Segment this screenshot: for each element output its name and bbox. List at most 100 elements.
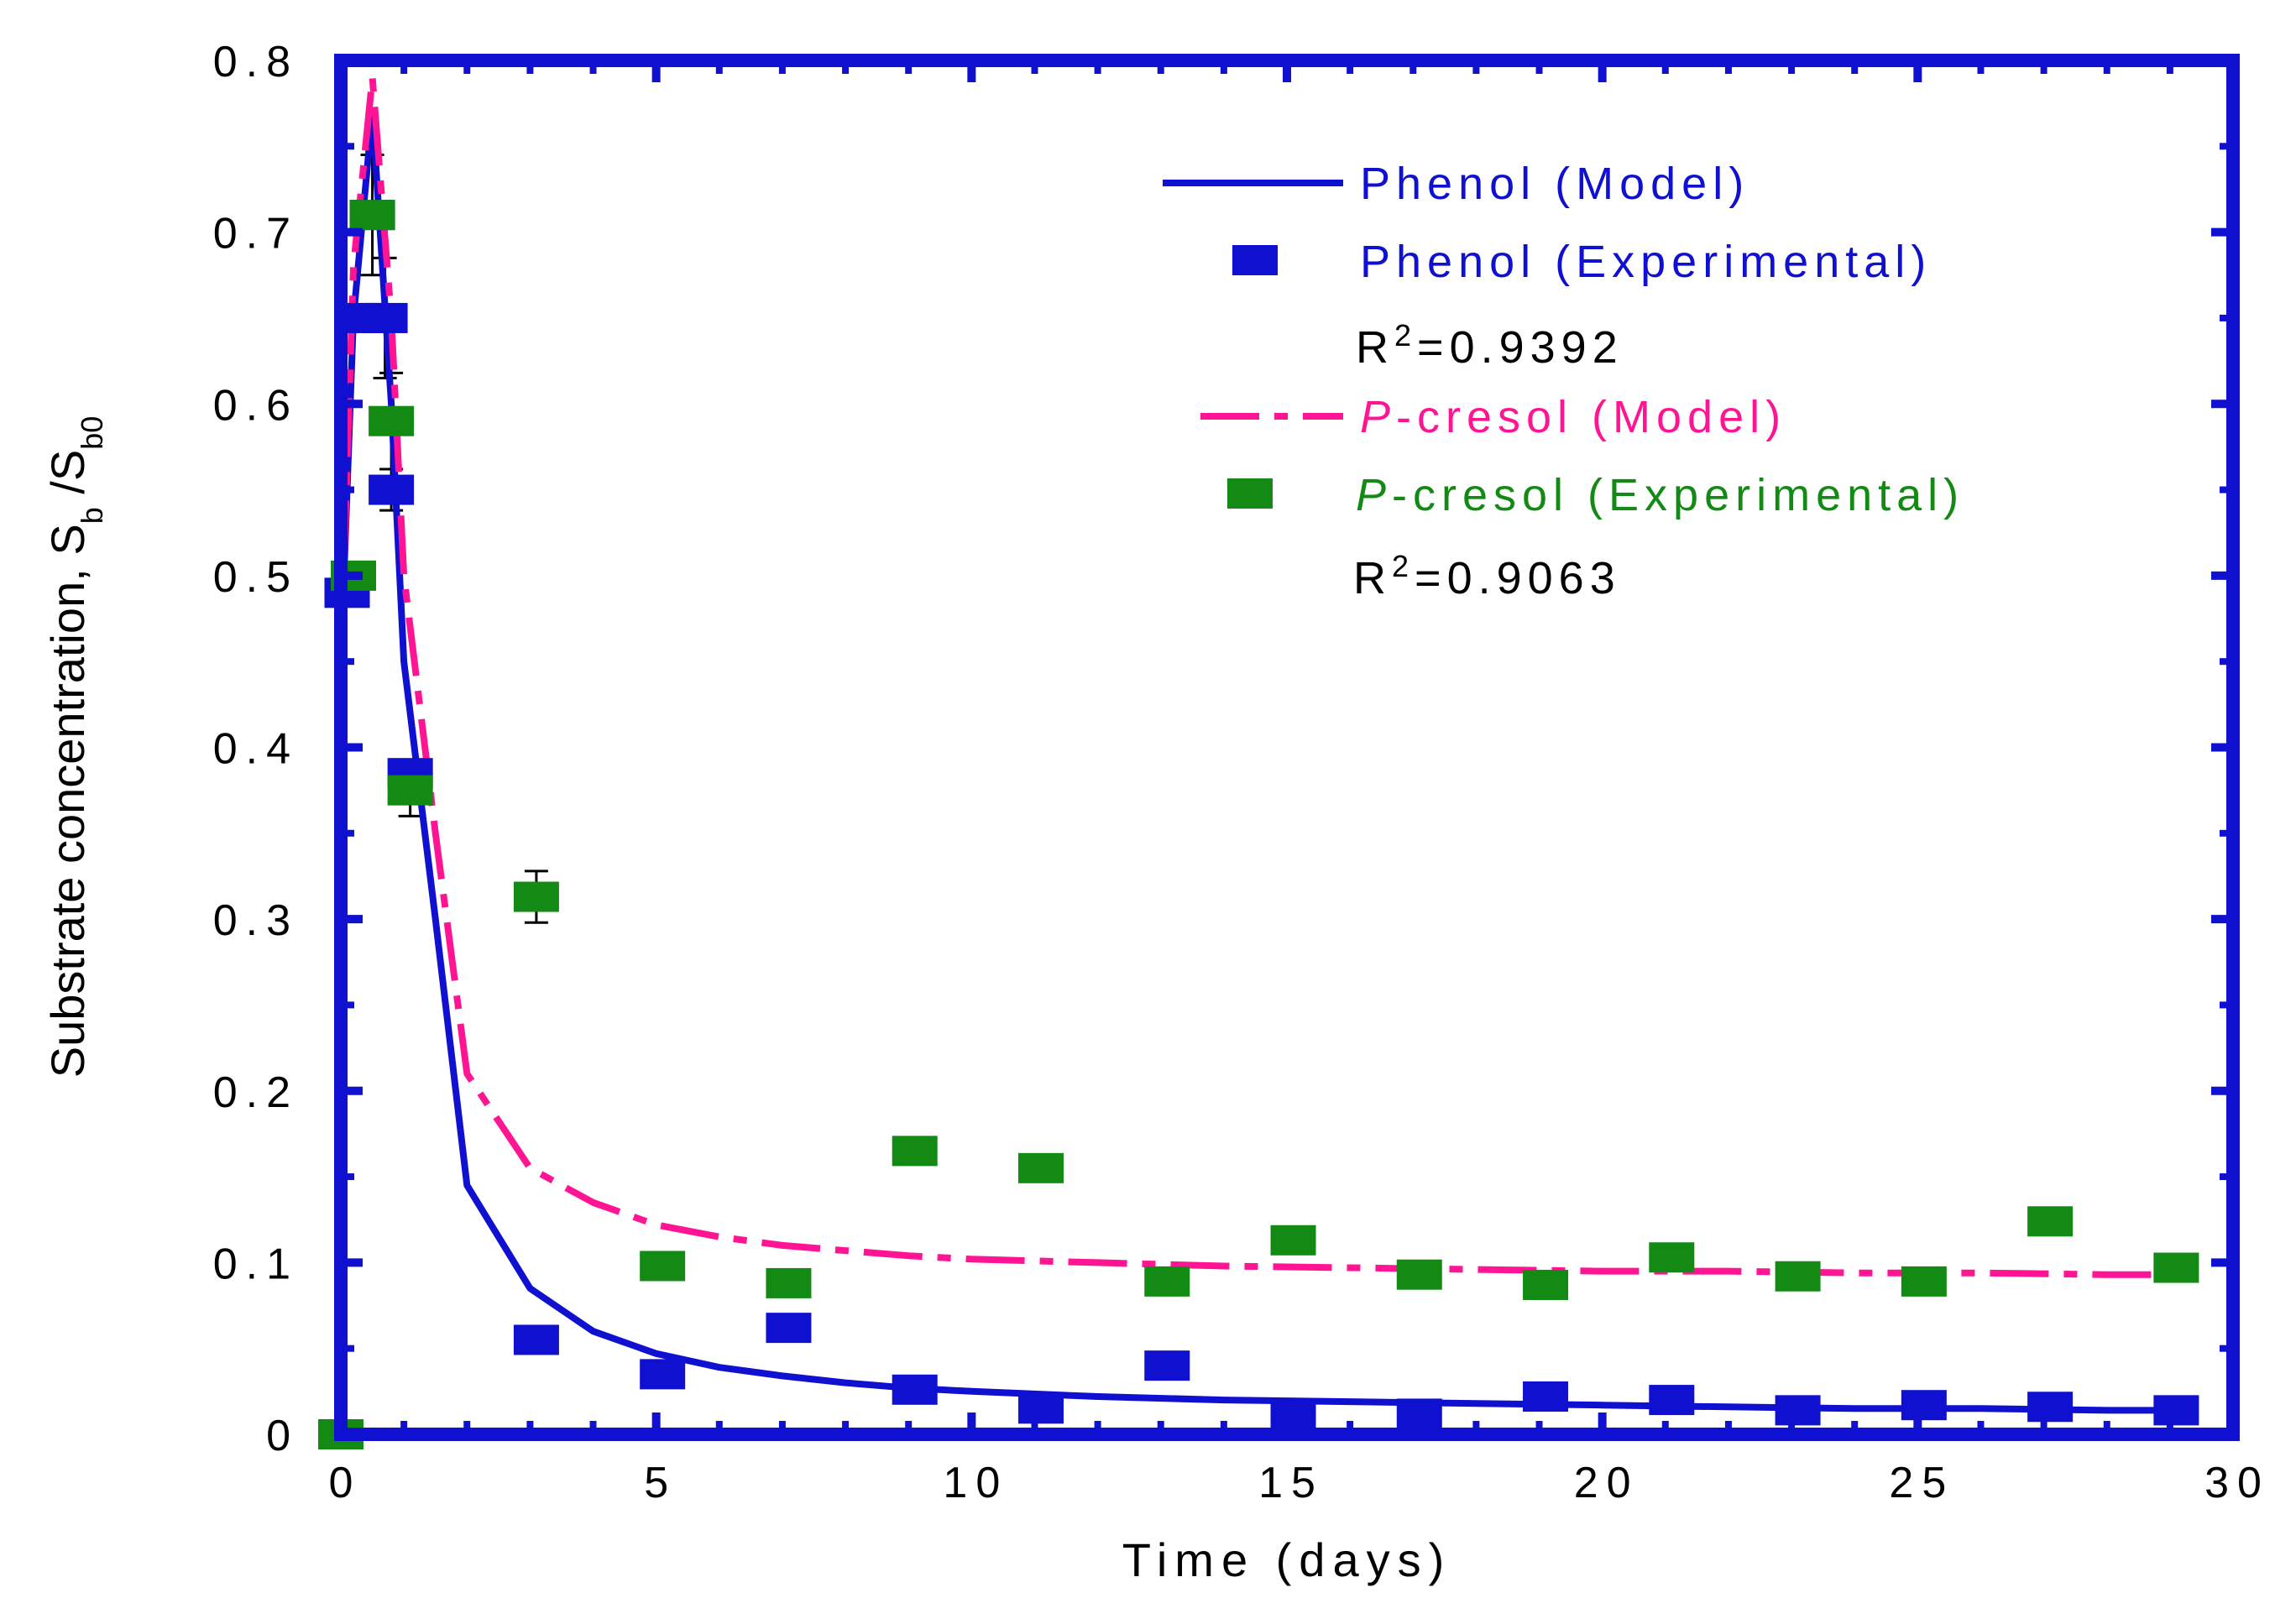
x-minor-tick-top [1851, 60, 1859, 74]
y-tick-left-0.5 [341, 571, 363, 580]
x-minor-tick-top [1347, 60, 1354, 74]
x-tick-top-30 [2229, 60, 2237, 82]
y-minor-tick-right [2220, 1345, 2233, 1352]
r2-pcresol-sup: 2 [1392, 549, 1415, 583]
x-tick-label: 30 [2204, 1459, 2270, 1507]
x-minor-tick-top [1661, 60, 1669, 74]
series-marker-1-point [2027, 1392, 2074, 1423]
series-line-2 [337, 74, 2170, 1278]
x-tick-bottom-0 [337, 1413, 345, 1434]
y-tick-left-0 [341, 1430, 363, 1439]
x-minor-tick-bottom [463, 1421, 471, 1434]
y-axis-title-main: Substrate concentration, S [41, 524, 94, 1078]
x-minor-tick-top [1031, 60, 1038, 74]
y-minor-tick-right [2220, 658, 2233, 666]
x-minor-tick-bottom [778, 1421, 786, 1434]
y-tick-right-0.1 [2211, 1258, 2233, 1267]
y-tick-label: 0.4 [213, 725, 299, 774]
legend: Phenol (Model) Phenol (Experimental) R2=… [1163, 159, 1959, 603]
x-minor-tick-bottom [2103, 1421, 2110, 1434]
series-marker-3-point [1901, 1266, 1947, 1297]
x-tick-bottom-10 [967, 1413, 976, 1434]
series-marker-1-point [1396, 1398, 1442, 1429]
legend-pcresol-exp-italic: P [1356, 470, 1392, 520]
x-minor-tick-bottom [1220, 1421, 1227, 1434]
x-tick-label: 0 [329, 1459, 362, 1507]
x-minor-tick-bottom [1724, 1421, 1732, 1434]
x-minor-tick-top [1220, 60, 1227, 74]
x-minor-tick-bottom [526, 1421, 534, 1434]
y-tick-right-0.3 [2211, 915, 2233, 924]
legend-marker-pcresol-experimental [1227, 478, 1273, 509]
x-minor-tick-bottom [1347, 1421, 1354, 1434]
x-minor-tick-top [842, 60, 850, 74]
series-marker-3-point [387, 775, 433, 806]
series-marker-3-point [513, 881, 559, 912]
r-squared-pcresol: R2=0.9063 [1353, 549, 1621, 603]
series-line-0 [337, 108, 2170, 1414]
x-tick-label: 10 [943, 1459, 1008, 1507]
x-tick-label: 5 [644, 1459, 677, 1507]
y-tick-label: 0.1 [213, 1240, 299, 1288]
x-tick-bottom-20 [1598, 1413, 1607, 1434]
x-minor-tick-top [1409, 60, 1417, 74]
x-tick-bottom-15 [1283, 1413, 1291, 1434]
y-tick-right-0.2 [2211, 1086, 2233, 1095]
y-tick-left-0.1 [341, 1258, 363, 1267]
y-tick-right-0.6 [2211, 399, 2233, 409]
x-minor-tick-top [2103, 60, 2110, 74]
y-axis-title-sub-b0: b0 [75, 416, 109, 450]
x-minor-tick-bottom [1094, 1421, 1101, 1434]
x-minor-tick-bottom [1031, 1421, 1038, 1434]
series-marker-3-point [349, 200, 395, 231]
series-marker-1-point [362, 302, 408, 333]
series-marker-3-point [1649, 1242, 1695, 1273]
x-minor-tick-bottom [1977, 1421, 1985, 1434]
x-minor-tick-top [1724, 60, 1732, 74]
legend-label-phenol-model: Phenol (Model) [1360, 159, 1749, 209]
x-minor-tick-top [1472, 60, 1480, 74]
y-tick-label: 0 [266, 1412, 299, 1460]
x-minor-tick-top [1788, 60, 1796, 74]
series-marker-1-point [892, 1374, 938, 1405]
y-tick-right-0.7 [2211, 227, 2233, 237]
x-tick-top-15 [1283, 60, 1291, 82]
x-minor-tick-bottom [2166, 1421, 2173, 1434]
y-tick-right-0.5 [2211, 571, 2233, 580]
x-minor-tick-top [715, 60, 723, 74]
series-marker-1-point [766, 1313, 812, 1344]
axes: 0 5 10 15 20 25 30 0 0.1 0.2 0.3 0.4 0.5 0.6 0.7 0.8 [213, 38, 2270, 1507]
r2-phenol-sup: 2 [1394, 318, 1417, 352]
x-tick-top-0 [337, 60, 345, 82]
y-minor-tick-left [341, 314, 354, 321]
x-minor-tick-top [589, 60, 597, 74]
y-axis-title-mid: /S [41, 450, 94, 507]
y-minor-tick-left [341, 1001, 354, 1009]
series-marker-3-point [2153, 1252, 2199, 1283]
series-marker-3-point [892, 1136, 938, 1167]
y-minor-tick-left [341, 1173, 354, 1181]
x-minor-tick-bottom [1472, 1421, 1480, 1434]
series-marker-3-point [1523, 1269, 1569, 1300]
x-minor-tick-top [2040, 60, 2048, 74]
x-minor-tick-bottom [1661, 1421, 1669, 1434]
y-tick-left-0.4 [341, 743, 363, 752]
legend-label-pcresol-model: P-cresol (Model) [1360, 392, 1786, 442]
x-minor-tick-bottom [905, 1421, 913, 1434]
x-tick-top-20 [1598, 60, 1607, 82]
series-marker-3-point [1144, 1266, 1190, 1297]
series-marker-3-point [1396, 1259, 1442, 1290]
x-tick-bottom-25 [1913, 1413, 1922, 1434]
y-axis-title: Substrate concentration, Sb /Sb0 [41, 416, 109, 1078]
series-marker-1-point [1901, 1390, 1947, 1421]
x-tick-bottom-5 [651, 1413, 661, 1434]
x-minor-tick-top [778, 60, 786, 74]
y-tick-left-0.6 [341, 399, 363, 409]
y-axis-title-sub-b: b [75, 507, 109, 524]
y-tick-label: 0.5 [213, 553, 299, 602]
y-minor-tick-left [341, 1345, 354, 1352]
legend-marker-phenol-experimental [1232, 245, 1278, 275]
series-marker-1-point [1270, 1402, 1316, 1433]
